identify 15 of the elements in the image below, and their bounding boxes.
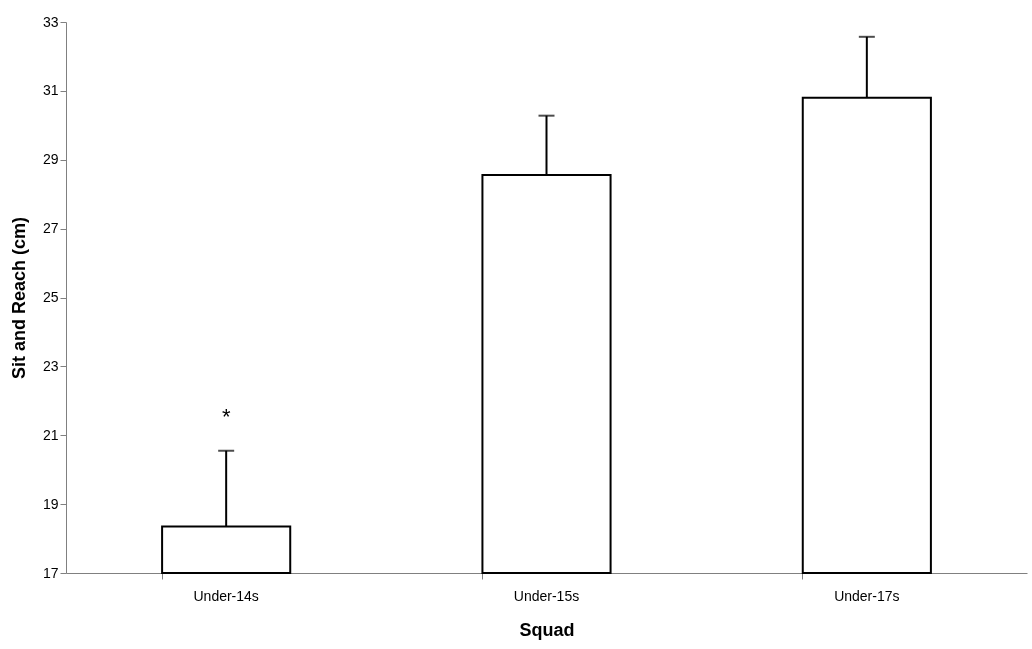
y-tick-label: 23 [42, 357, 59, 374]
y-axis-title: Sit and Reach (cm) [8, 216, 29, 380]
x-axis-title: Squad [519, 619, 575, 640]
y-tick-label: 27 [42, 220, 59, 237]
y-tick-label: 21 [42, 426, 59, 443]
y-tick-label: 17 [42, 564, 59, 581]
x-tick-label: Under-14s [193, 587, 259, 604]
y-tick-label: 19 [42, 495, 59, 512]
x-tick-label: Under-15s [513, 587, 580, 604]
y-tick-label: 25 [42, 289, 59, 305]
y-tick-label: 29 [42, 151, 59, 168]
x-tick-label: Under-17s [834, 587, 900, 604]
y-tick-label: 33 [42, 13, 59, 30]
annotation: * [221, 403, 231, 429]
y-tick-label: 31 [42, 82, 59, 99]
